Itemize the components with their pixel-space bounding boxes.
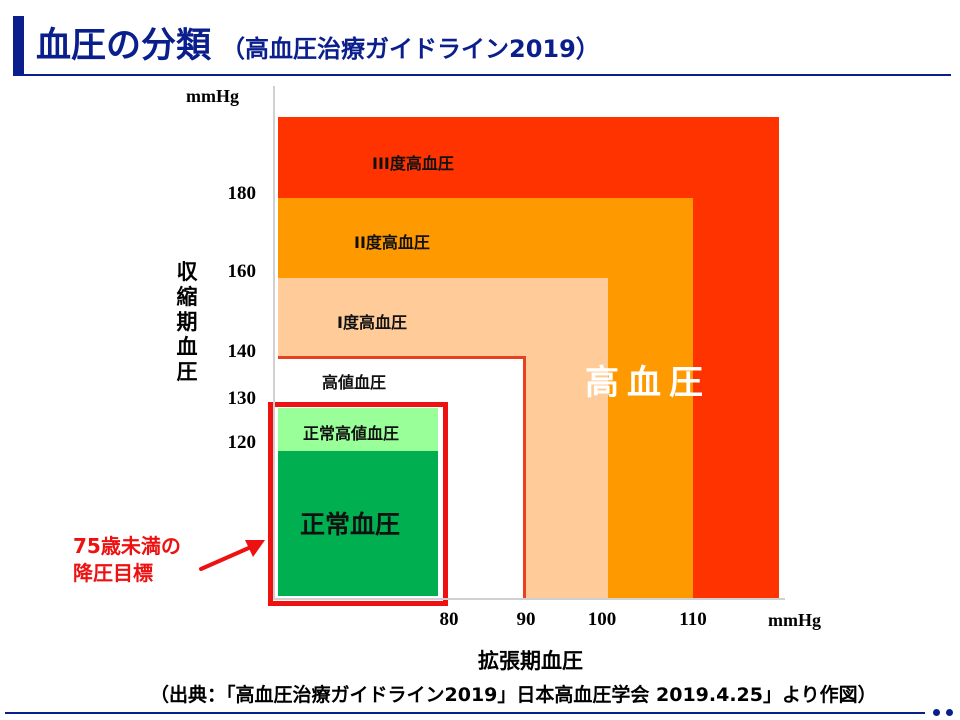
zone-grade2-label: II度高血圧 [354,233,430,252]
target-range-box [268,402,448,606]
zone-elevated-label: 高値血圧 [322,373,387,392]
zone-normal [278,451,438,596]
hypertension-label: 高血圧 [585,363,711,403]
y-tick-140: 140 [227,341,257,362]
y-tick-180: 180 [227,183,257,204]
y-axis-label: 収縮期血圧 [176,260,198,384]
target-annotation-line1: 75歳未満の [73,534,181,558]
target-annotation: 75歳未満の 降圧目標 [73,533,181,587]
y-tick-120: 120 [227,432,257,453]
x-tick-100: 100 [587,609,617,630]
target-annotation-line2: 降圧目標 [73,561,153,585]
footer-divider [5,712,925,714]
footer-dot [933,709,940,716]
zone-grade1-label: I度高血圧 [337,313,407,332]
page-title-main: 血圧の分類 [36,26,212,66]
source-note: （出典：「高血圧治療ガイドライン2019」日本高血圧学会 2019.4.25」よ… [150,684,877,706]
zone-normal-label: 正常血圧 [300,510,401,539]
zone-high-normal-label: 正常高値血圧 [303,424,400,443]
page-title: 血圧の分類 （高血圧治療ガイドライン2019） [36,22,600,70]
x-axis-line [273,598,785,600]
x-tick-90: 90 [516,609,536,630]
x-tick-80: 80 [439,609,459,630]
title-accent-bar [13,16,24,74]
x-axis-label: 拡張期血圧 [478,649,583,673]
x-tick-110: 110 [679,609,707,630]
arrow-icon [199,540,265,571]
y-tick-130: 130 [227,388,257,409]
page-title-sub: （高血圧治療ガイドライン2019） [221,35,600,63]
footer-dot [946,709,953,716]
y-axis-unit: mmHg [186,86,239,106]
y-axis-line [273,86,275,600]
zone-high-normal [278,408,438,451]
zone-grade3-label: III度高血圧 [372,154,454,173]
y-tick-160: 160 [227,261,257,282]
x-axis-unit: mmHg [768,610,821,630]
title-divider [13,74,951,76]
